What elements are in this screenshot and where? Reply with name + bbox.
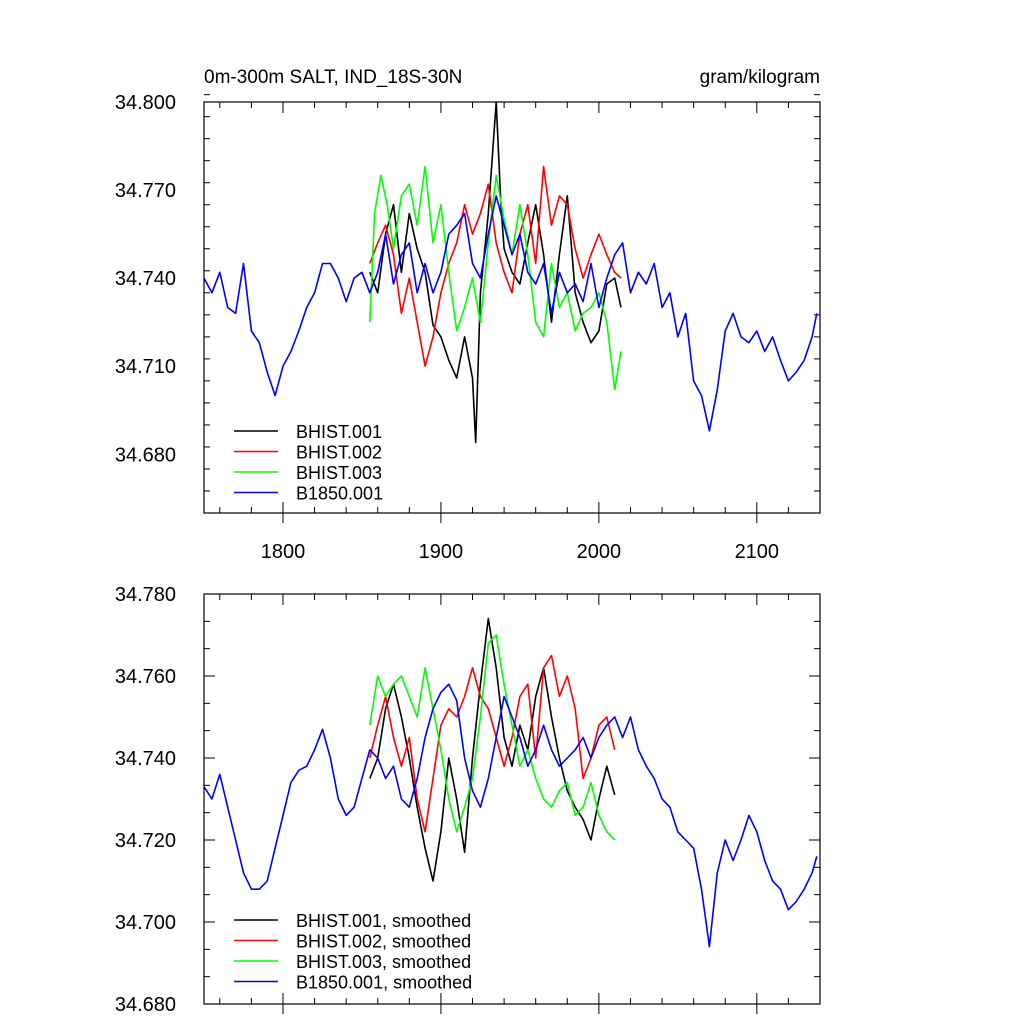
top-panel-units: gram/kilogram (700, 67, 820, 88)
y-tick-label: 34.770 (115, 180, 176, 202)
series-line (369, 634, 616, 841)
top-panel-axes: 34.680 34.710 34.740 34.770 34.800 1800 1900 20… (115, 92, 821, 563)
top-panel-series (203, 101, 818, 444)
y-tick-label: 34.710 (115, 356, 176, 378)
top-panel: 0m-300m SALT, IND_18S-30N gram/kilogram … (115, 67, 821, 563)
series-line (369, 617, 616, 882)
y-tick-label: 34.680 (115, 994, 176, 1016)
y-tick-label: 34.700 (115, 912, 176, 934)
y-tick-label: 34.740 (115, 268, 176, 290)
series-line (369, 165, 622, 391)
series-line (203, 195, 818, 432)
series-line (203, 683, 818, 948)
y-tick-label: 34.800 (115, 92, 176, 114)
legend-label: BHIST.002 (296, 443, 382, 463)
top-panel-frame (203, 101, 821, 514)
legend-label: BHIST.002, smoothed (296, 932, 471, 952)
x-tick-label: 1900 (419, 541, 464, 563)
bottom-panel-series (203, 617, 818, 948)
y-tick-label: 34.740 (115, 748, 176, 770)
legend-label: BHIST.001 (296, 422, 382, 442)
legend-label: BHIST.003, smoothed (296, 952, 471, 972)
series-line (369, 654, 616, 833)
x-tick-label: 2100 (735, 541, 780, 563)
y-tick-label: 34.760 (115, 666, 176, 688)
y-tick-label: 34.720 (115, 830, 176, 852)
bottom-panel-frame (203, 593, 821, 1005)
legend-label: BHIST.001, smoothed (296, 911, 471, 931)
legend-label: BHIST.003 (296, 463, 382, 483)
legend-label: B1850.001, smoothed (296, 973, 472, 993)
top-panel-title: 0m-300m SALT, IND_18S-30N (204, 67, 462, 88)
x-tick-label: 2000 (577, 541, 622, 563)
x-tick-label: 1800 (261, 541, 306, 563)
legend-label: B1850.001 (296, 484, 383, 504)
series-line (369, 165, 622, 368)
y-tick-label: 34.680 (115, 444, 176, 466)
y-tick-label: 34.780 (115, 584, 176, 606)
bottom-panel: 34.680 34.700 34.720 34.740 34.760 34.780 BHI… (115, 584, 821, 1016)
series-line (369, 101, 622, 444)
